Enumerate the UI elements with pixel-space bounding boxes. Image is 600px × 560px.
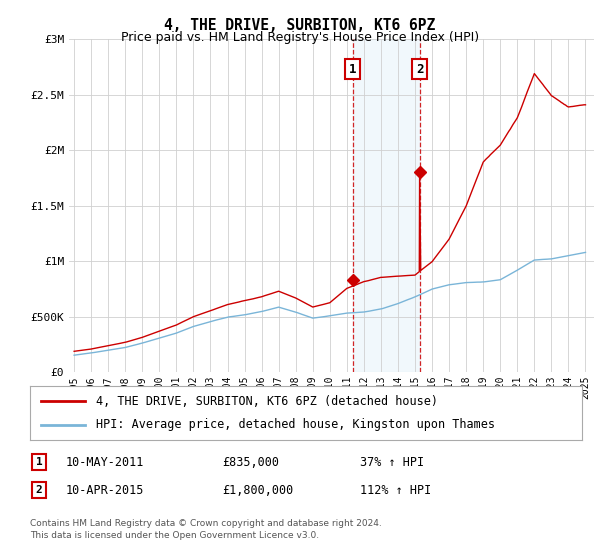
Text: 10-APR-2015: 10-APR-2015 xyxy=(66,483,145,497)
Text: 112% ↑ HPI: 112% ↑ HPI xyxy=(360,483,431,497)
Text: 1: 1 xyxy=(35,457,43,467)
Text: £835,000: £835,000 xyxy=(222,455,279,469)
Text: 2: 2 xyxy=(416,63,424,76)
Text: 4, THE DRIVE, SURBITON, KT6 6PZ (detached house): 4, THE DRIVE, SURBITON, KT6 6PZ (detache… xyxy=(96,395,438,408)
Text: 1: 1 xyxy=(349,63,357,76)
Text: HPI: Average price, detached house, Kingston upon Thames: HPI: Average price, detached house, King… xyxy=(96,418,495,431)
Text: 2: 2 xyxy=(35,485,43,495)
Text: This data is licensed under the Open Government Licence v3.0.: This data is licensed under the Open Gov… xyxy=(30,531,319,540)
Text: Price paid vs. HM Land Registry's House Price Index (HPI): Price paid vs. HM Land Registry's House … xyxy=(121,31,479,44)
Text: Contains HM Land Registry data © Crown copyright and database right 2024.: Contains HM Land Registry data © Crown c… xyxy=(30,519,382,528)
Text: 37% ↑ HPI: 37% ↑ HPI xyxy=(360,455,424,469)
Bar xyxy=(353,39,419,372)
Text: 4, THE DRIVE, SURBITON, KT6 6PZ: 4, THE DRIVE, SURBITON, KT6 6PZ xyxy=(164,18,436,33)
Text: £1,800,000: £1,800,000 xyxy=(222,483,293,497)
Text: 10-MAY-2011: 10-MAY-2011 xyxy=(66,455,145,469)
